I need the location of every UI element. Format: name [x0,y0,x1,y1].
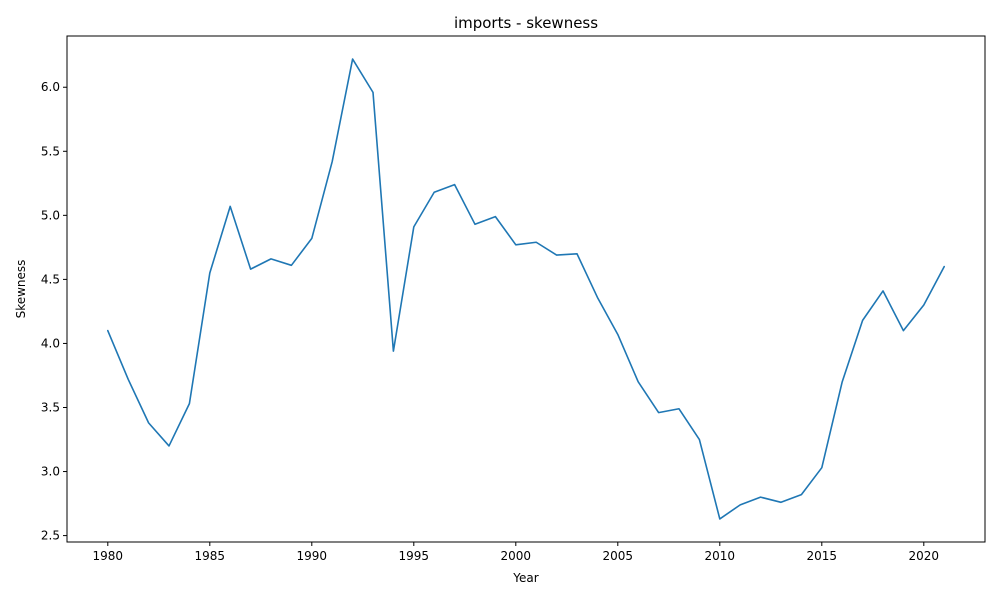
x-tick-label: 1980 [93,549,124,563]
plot-frame [66,35,986,543]
y-tick-label: 5.5 [41,144,60,158]
plot-area [107,58,946,520]
x-tick-label: 1995 [399,549,430,563]
y-tick-label: 3.5 [41,400,60,414]
x-tick-label: 1985 [195,549,226,563]
x-tick-label: 2020 [909,549,940,563]
y-tick-label: 4.5 [41,272,60,286]
y-tick-label: 2.5 [41,529,60,543]
x-tick-label: 2010 [705,549,736,563]
y-axis: 2.5 3.0 3.5 4.0 4.5 5.0 5.5 6.0 [41,80,67,543]
y-tick-label: 4.0 [41,336,60,350]
series-line [107,58,946,520]
x-axis-label: Year [512,571,538,585]
x-tick-label: 2000 [501,549,532,563]
y-tick-label: 5.0 [41,208,60,222]
y-axis-label: Skewness [14,260,28,319]
y-tick-label: 6.0 [41,80,60,94]
x-tick-label: 2015 [807,549,838,563]
x-tick-label: 1990 [297,549,328,563]
chart-title: imports - skewness [454,14,598,32]
x-axis: 1980 1985 1990 1995 2000 2005 2010 2015 2020 [93,542,940,563]
y-tick-label: 3.0 [41,465,60,479]
x-tick-label: 2005 [603,549,634,563]
